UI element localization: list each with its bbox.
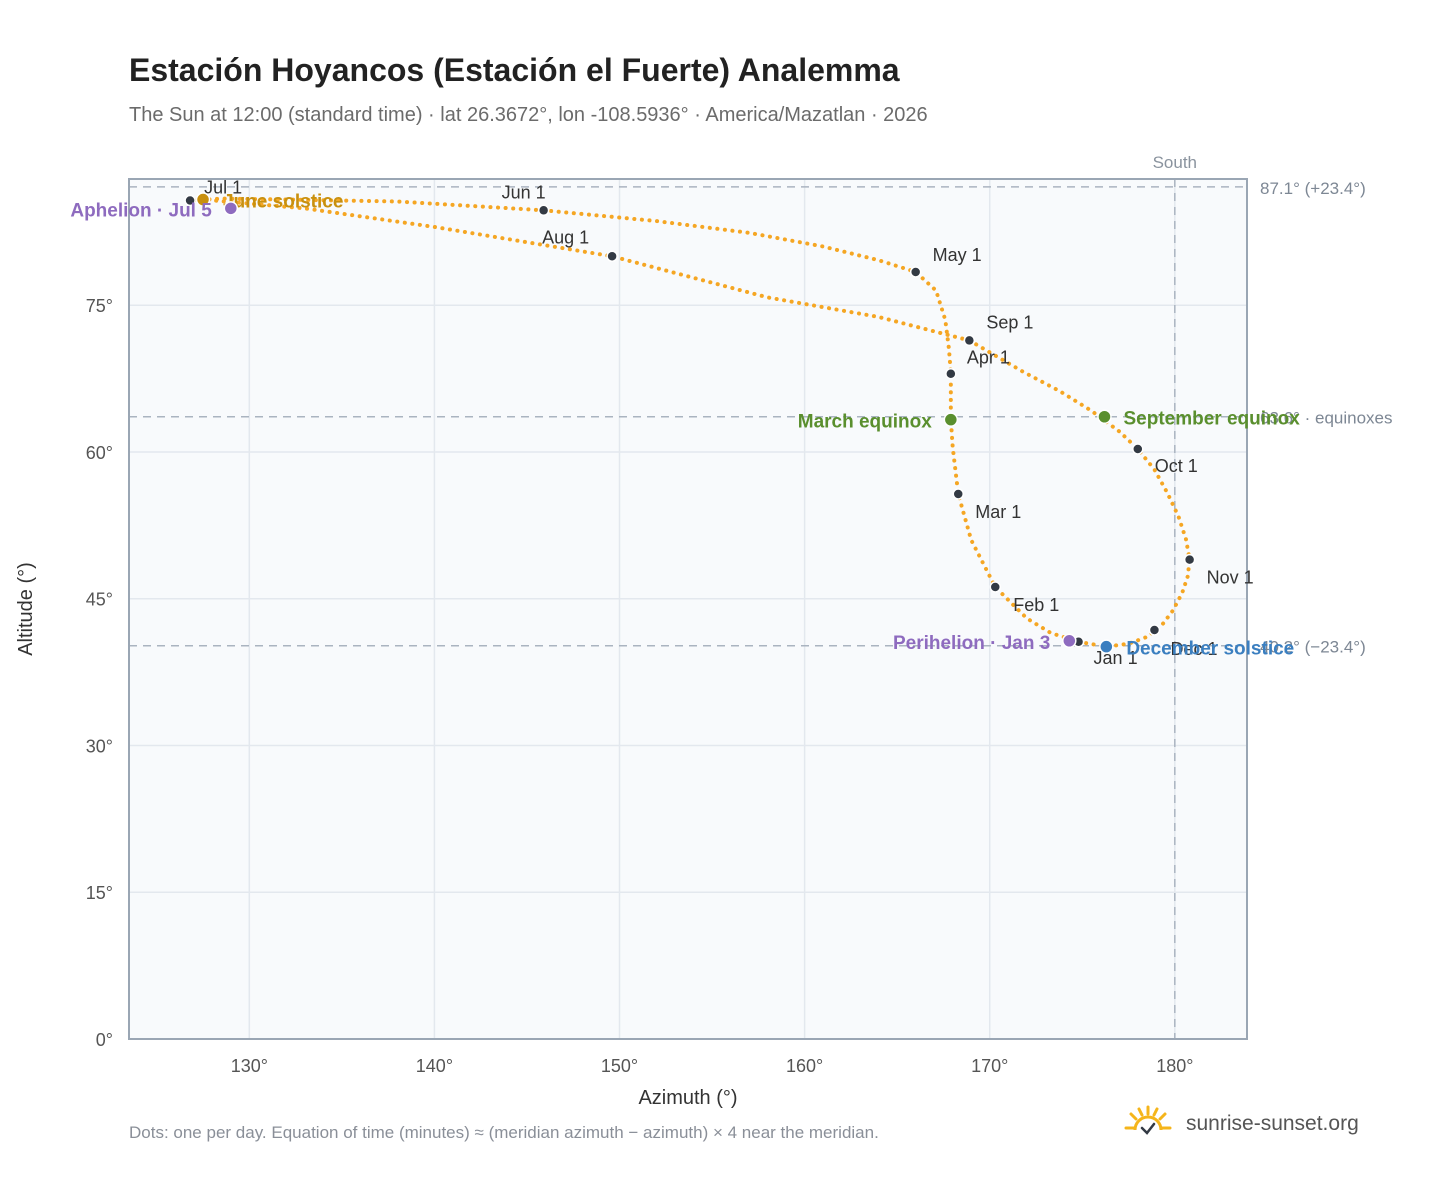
chart-title: Estación Hoyancos (Estación el Fuerte) A… bbox=[129, 52, 900, 88]
x-axis-label: Azimuth (°) bbox=[638, 1087, 737, 1109]
x-tick-label: 170° bbox=[971, 1056, 1008, 1076]
plot-area bbox=[129, 179, 1247, 1039]
event-label: June solstice bbox=[223, 192, 343, 213]
month-label: Nov 1 bbox=[1207, 568, 1254, 588]
month-label: Feb 1 bbox=[1013, 595, 1059, 615]
event-label: March equinox bbox=[798, 412, 933, 433]
x-tick-label: 160° bbox=[786, 1056, 823, 1076]
month-marker bbox=[909, 266, 922, 278]
month-label: Mar 1 bbox=[975, 502, 1021, 522]
event-label: December solstice bbox=[1126, 639, 1294, 660]
sun-logo-icon bbox=[1124, 1105, 1172, 1135]
month-label: Sep 1 bbox=[986, 312, 1033, 332]
meridian-label: South bbox=[1153, 153, 1197, 172]
event-marker bbox=[1099, 639, 1114, 654]
month-label: Dec 1 bbox=[1170, 639, 1217, 659]
month-label: Aug 1 bbox=[542, 227, 589, 247]
event-marker bbox=[223, 201, 239, 216]
event-label: Aphelion · Jul 5 bbox=[70, 200, 212, 221]
brand-name: sunrise-sunset.org bbox=[1186, 1112, 1359, 1135]
reference-line-label: 87.1° (+23.4°) bbox=[1260, 179, 1366, 198]
month-label: Jul 1 bbox=[204, 178, 242, 198]
month-marker bbox=[537, 204, 550, 217]
x-tick-label: 150° bbox=[601, 1056, 638, 1076]
plot-frame bbox=[128, 178, 1248, 1040]
reference-line-label: 63.6° · equinoxes bbox=[1260, 409, 1393, 428]
y-tick-label: 75° bbox=[86, 296, 113, 316]
month-marker bbox=[952, 488, 964, 500]
month-label: Apr 1 bbox=[967, 348, 1010, 368]
y-tick-label: 60° bbox=[86, 443, 113, 463]
y-tick-label: 15° bbox=[86, 883, 113, 903]
event-marker bbox=[1062, 633, 1077, 649]
event-label: September equinox bbox=[1123, 409, 1300, 430]
y-tick-label: 30° bbox=[86, 736, 113, 756]
reference-line-label: 40.2° (−23.4°) bbox=[1260, 638, 1366, 657]
event-label: Perihelion · Jan 3 bbox=[893, 633, 1050, 654]
event-marker bbox=[195, 192, 211, 207]
footnote: Dots: one per day. Equation of time (min… bbox=[129, 1123, 879, 1142]
y-tick-label: 45° bbox=[86, 590, 113, 610]
brand[interactable]: sunrise-sunset.org bbox=[1120, 1104, 1359, 1144]
event-marker bbox=[943, 412, 959, 427]
month-label: May 1 bbox=[933, 245, 982, 265]
y-axis-label: Altitude (°) bbox=[15, 562, 37, 656]
month-marker bbox=[1148, 624, 1161, 636]
x-tick-label: 130° bbox=[231, 1056, 268, 1076]
y-tick-label: 0° bbox=[96, 1030, 113, 1050]
chart-subtitle: The Sun at 12:00 (standard time) · lat 2… bbox=[129, 104, 928, 126]
month-marker bbox=[1183, 553, 1196, 566]
x-tick-label: 180° bbox=[1156, 1056, 1193, 1076]
month-marker bbox=[945, 367, 957, 380]
month-marker bbox=[963, 334, 976, 347]
month-marker bbox=[606, 250, 618, 263]
month-label: Jun 1 bbox=[502, 182, 546, 202]
month-marker bbox=[1132, 443, 1144, 455]
event-marker bbox=[1097, 409, 1112, 424]
x-tick-label: 140° bbox=[416, 1056, 453, 1076]
month-marker bbox=[989, 581, 1002, 593]
month-label: Oct 1 bbox=[1155, 456, 1198, 476]
month-marker bbox=[184, 194, 196, 207]
